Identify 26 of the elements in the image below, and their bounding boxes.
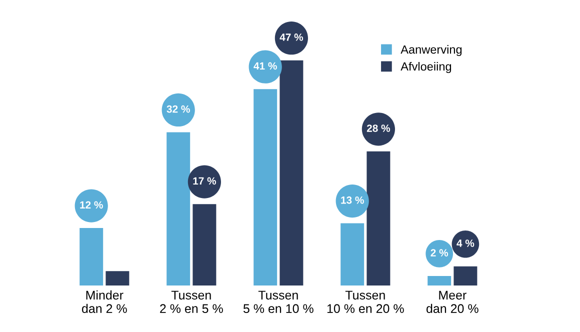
- x-tick-label: Minder dan 2 %: [82, 290, 127, 314]
- data-label: 41 %: [254, 62, 277, 70]
- bar: [366, 151, 390, 286]
- data-label: 12 %: [80, 201, 103, 209]
- bar: [280, 60, 304, 286]
- data-label: 4 %: [456, 240, 474, 247]
- bar: [80, 228, 104, 286]
- data-label: 17 %: [193, 177, 216, 185]
- data-label: 2 %: [430, 249, 448, 256]
- x-tick-label: Tussen 5 % en 10 %: [243, 290, 314, 314]
- x-tick-label: Tussen 2 % en 5 %: [160, 290, 223, 314]
- bar: [454, 266, 478, 286]
- data-label: 28 %: [366, 124, 390, 132]
- bar: [192, 204, 216, 286]
- x-tick-label: Meer dan 20 %: [426, 290, 478, 314]
- legend-label: Aanwerving: [400, 45, 462, 56]
- legend-label: Afvloeiing: [400, 62, 452, 73]
- bar: [166, 132, 190, 286]
- x-tick-label: Tussen 10 % en 20 %: [327, 290, 404, 314]
- data-label: 47 %: [280, 34, 304, 41]
- data-label: 13 %: [341, 196, 364, 204]
- bar: [428, 276, 452, 286]
- bar: [254, 89, 278, 286]
- bar: [106, 271, 130, 286]
- bar: [340, 223, 364, 286]
- data-label: 32 %: [166, 105, 190, 113]
